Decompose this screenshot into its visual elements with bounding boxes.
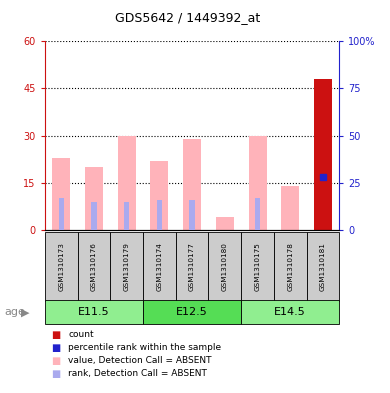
Text: age: age xyxy=(4,307,25,318)
Text: E12.5: E12.5 xyxy=(176,307,208,317)
Text: ■: ■ xyxy=(51,369,60,379)
Text: GSM1310177: GSM1310177 xyxy=(189,242,195,291)
Bar xyxy=(151,161,168,230)
Text: GDS5642 / 1449392_at: GDS5642 / 1449392_at xyxy=(115,11,260,24)
Bar xyxy=(45,232,78,301)
Bar xyxy=(183,139,201,230)
Bar xyxy=(143,300,241,324)
Bar xyxy=(176,232,208,301)
Text: GSM1310180: GSM1310180 xyxy=(222,242,228,291)
Text: count: count xyxy=(68,331,94,339)
Bar xyxy=(78,232,110,301)
Text: percentile rank within the sample: percentile rank within the sample xyxy=(68,343,222,352)
Bar xyxy=(208,232,241,301)
Text: GSM1310179: GSM1310179 xyxy=(124,242,129,291)
Bar xyxy=(85,167,103,230)
Bar xyxy=(157,200,162,230)
Bar xyxy=(91,202,97,230)
Bar xyxy=(45,300,143,324)
Text: ■: ■ xyxy=(51,356,60,366)
Text: GSM1310173: GSM1310173 xyxy=(58,242,64,291)
Bar xyxy=(248,136,266,230)
Text: GSM1310174: GSM1310174 xyxy=(156,242,162,291)
Bar xyxy=(314,79,332,230)
Bar xyxy=(281,186,299,230)
Text: E11.5: E11.5 xyxy=(78,307,110,317)
Text: E14.5: E14.5 xyxy=(274,307,306,317)
Bar xyxy=(143,232,176,301)
Text: ■: ■ xyxy=(51,330,60,340)
Text: GSM1310181: GSM1310181 xyxy=(320,242,326,291)
Bar xyxy=(58,198,64,230)
Bar xyxy=(216,217,234,230)
Bar xyxy=(190,200,195,230)
Text: ■: ■ xyxy=(51,343,60,353)
Bar xyxy=(241,232,274,301)
Text: ▶: ▶ xyxy=(21,307,30,318)
Bar xyxy=(124,202,129,230)
Text: GSM1310178: GSM1310178 xyxy=(287,242,293,291)
Text: GSM1310175: GSM1310175 xyxy=(255,242,261,291)
Text: GSM1310176: GSM1310176 xyxy=(91,242,97,291)
Bar xyxy=(241,300,339,324)
Bar xyxy=(307,232,339,301)
Bar xyxy=(110,232,143,301)
Bar xyxy=(118,136,136,230)
Text: value, Detection Call = ABSENT: value, Detection Call = ABSENT xyxy=(68,356,212,365)
Text: rank, Detection Call = ABSENT: rank, Detection Call = ABSENT xyxy=(68,369,207,378)
Bar xyxy=(255,198,260,230)
Bar xyxy=(274,232,307,301)
Bar xyxy=(52,158,70,230)
